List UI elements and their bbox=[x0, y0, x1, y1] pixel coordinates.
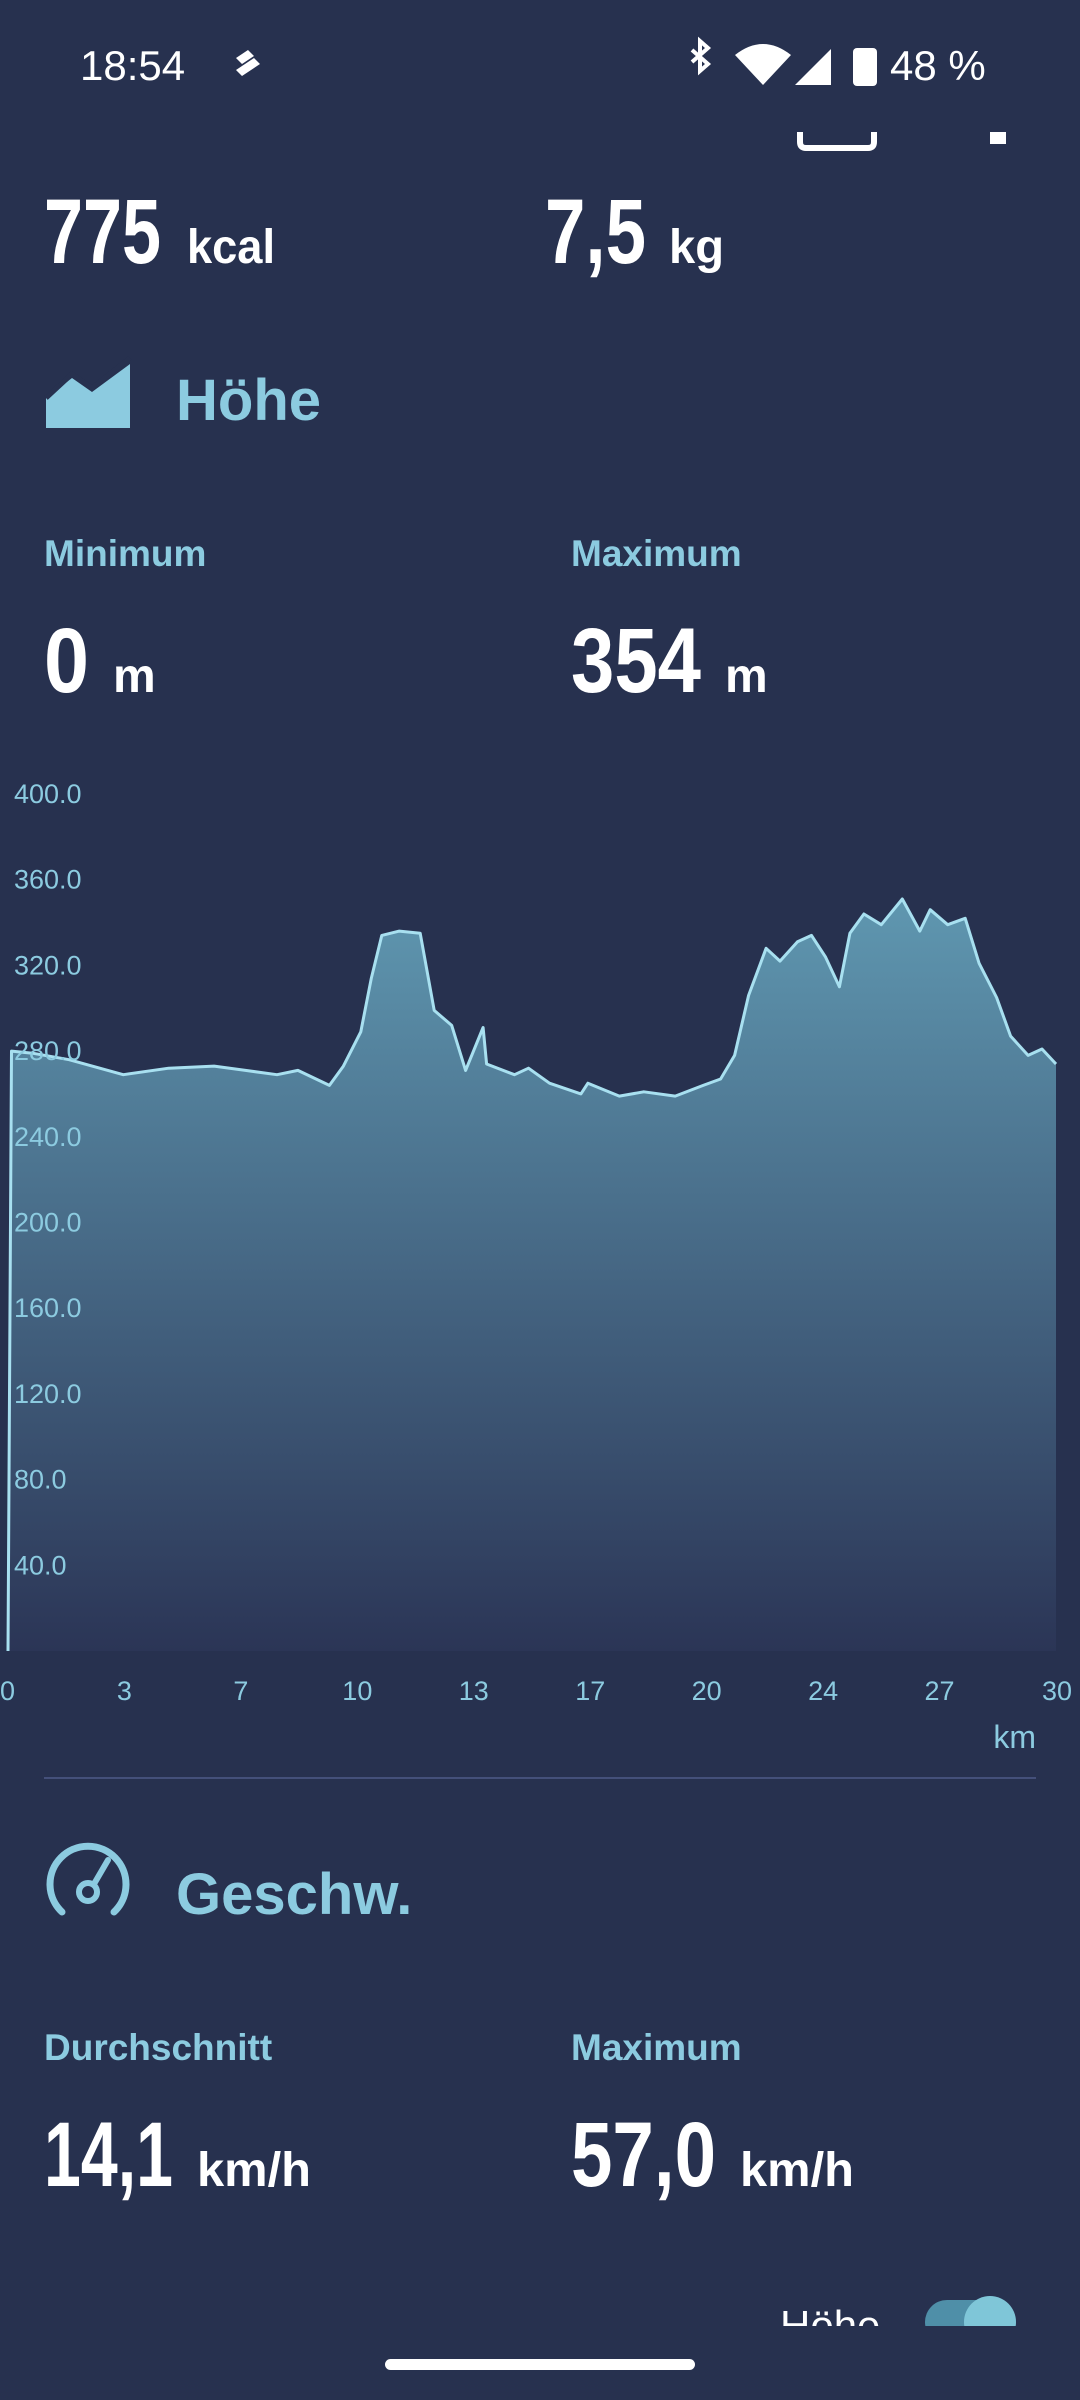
x-tick-label: 17 bbox=[575, 1676, 605, 1706]
y-tick-label: 320.0 bbox=[14, 950, 82, 980]
stat-unit: km/h bbox=[740, 2144, 854, 2197]
x-tick-label: 27 bbox=[925, 1676, 955, 1706]
stat-label: Maximum bbox=[571, 2027, 742, 2068]
cut-icon bbox=[990, 132, 1006, 144]
stat-value: 354 bbox=[571, 610, 701, 712]
x-tick-label: 30 bbox=[1042, 1676, 1072, 1706]
toggle-knob[interactable] bbox=[964, 2296, 1016, 2348]
section-title: Geschw. bbox=[176, 1862, 412, 1927]
wifi-icon bbox=[735, 44, 791, 85]
y-tick-label: 160.0 bbox=[14, 1293, 82, 1323]
stat-unit: km/h bbox=[197, 2144, 311, 2197]
status-time: 18:54 bbox=[80, 42, 185, 89]
y-tick-label: 200.0 bbox=[14, 1208, 82, 1238]
speed-icon bbox=[46, 1842, 130, 1916]
x-tick-label: 20 bbox=[692, 1676, 722, 1706]
x-tick-label: 7 bbox=[233, 1676, 248, 1706]
bluetooth-icon bbox=[690, 36, 712, 76]
stat-value: 0 bbox=[44, 610, 89, 712]
toggle-label: Höhe bbox=[780, 2302, 880, 2349]
elevation-area bbox=[8, 899, 1056, 1651]
stat-value: 14,1 bbox=[44, 2104, 173, 2206]
status-app-icon bbox=[236, 50, 260, 76]
section-title: Höhe bbox=[176, 368, 321, 433]
stat-label: Minimum bbox=[44, 533, 206, 574]
y-tick-label: 360.0 bbox=[14, 865, 82, 895]
y-tick-label: 40.0 bbox=[14, 1550, 67, 1580]
battery-icon bbox=[853, 48, 877, 86]
y-tick-label: 280.0 bbox=[14, 1036, 82, 1066]
stat-unit: m bbox=[725, 650, 768, 703]
stat-label: Maximum bbox=[571, 533, 742, 574]
x-tick-label: 10 bbox=[342, 1676, 372, 1706]
calories-unit: kcal bbox=[187, 221, 275, 274]
status-battery: 48 % bbox=[890, 42, 986, 89]
x-tick-label: 24 bbox=[808, 1676, 838, 1706]
weight-unit: kg bbox=[669, 221, 724, 274]
elevation-icon-line bbox=[44, 356, 132, 400]
stat-unit: m bbox=[113, 650, 156, 703]
x-tick-label: 13 bbox=[459, 1676, 489, 1706]
elevation-icon bbox=[46, 364, 130, 428]
cut-icon bbox=[797, 132, 877, 151]
x-tick-label: 3 bbox=[117, 1676, 132, 1706]
elevation-line bbox=[6, 897, 1058, 1652]
y-tick-label: 80.0 bbox=[14, 1465, 67, 1495]
toggle-row: Höhe bbox=[780, 2296, 1016, 2349]
nav-handle[interactable] bbox=[385, 2359, 695, 2370]
stat-label: Durchschnitt bbox=[44, 2027, 272, 2068]
weight-value: 7,5 bbox=[545, 181, 646, 283]
stat-value: 57,0 bbox=[571, 2104, 716, 2206]
speed-icon-hub bbox=[76, 1880, 100, 1904]
signal-icon bbox=[795, 49, 831, 85]
y-tick-label: 400.0 bbox=[14, 779, 82, 809]
speed-icon-needle bbox=[91, 1857, 111, 1887]
x-axis-unit: km bbox=[993, 1719, 1036, 1755]
y-tick-label: 240.0 bbox=[14, 1122, 82, 1152]
calories-value: 775 bbox=[44, 181, 161, 283]
elevation-chart: 40.0 80.0 120.0 160.0 200.0 240.0 280.0 320.0 36… bbox=[0, 779, 1072, 1706]
y-tick-label: 120.0 bbox=[14, 1379, 82, 1409]
x-tick-label: 0 bbox=[0, 1676, 15, 1706]
